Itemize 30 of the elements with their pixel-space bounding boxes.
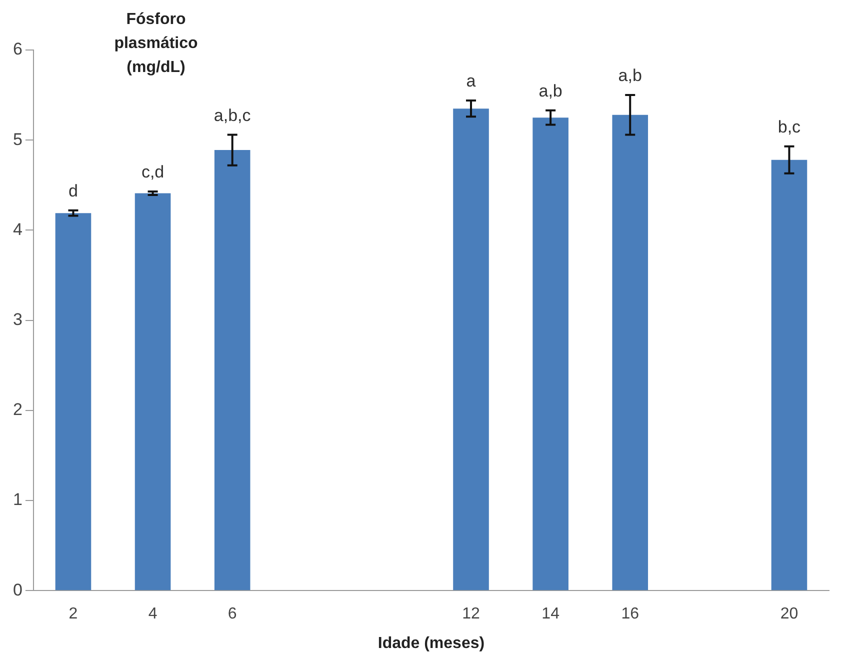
annotation: b,c [778, 118, 802, 137]
x-tick-label: 6 [228, 606, 237, 623]
bar [453, 108, 489, 590]
annotation: d [68, 182, 78, 201]
y-tick-label: 0 [12, 580, 22, 600]
x-tick-label: 20 [780, 606, 798, 623]
bar [214, 150, 250, 590]
annotation: a,b,c [214, 106, 252, 125]
y-axis-title: Fósforo plasmático (mg/dL) [113, 10, 199, 78]
y-tick-label: 6 [12, 40, 22, 59]
bar [612, 114, 648, 590]
x-tick-label: 16 [621, 606, 640, 623]
annotation: c,d [141, 162, 164, 182]
x-tick-label: 12 [462, 606, 480, 623]
y-tick-label: 3 [12, 310, 22, 329]
annotation: a [466, 72, 476, 91]
bar [771, 160, 808, 590]
bar [134, 193, 171, 590]
bar [55, 213, 92, 590]
y-tick-label: 1 [12, 490, 22, 510]
x-axis-title: Idade (meses) [378, 634, 485, 652]
y-tick-label: 2 [12, 400, 22, 420]
x-tick-label: 4 [148, 606, 158, 623]
x-tick-label: 2 [68, 606, 78, 623]
annotation: a,b [538, 82, 562, 101]
y-tick-label: 5 [12, 130, 22, 149]
y-tick-label: 4 [12, 220, 22, 239]
annotation: a,b [618, 66, 642, 86]
bar [532, 118, 568, 590]
x-tick-label: 14 [542, 606, 560, 623]
